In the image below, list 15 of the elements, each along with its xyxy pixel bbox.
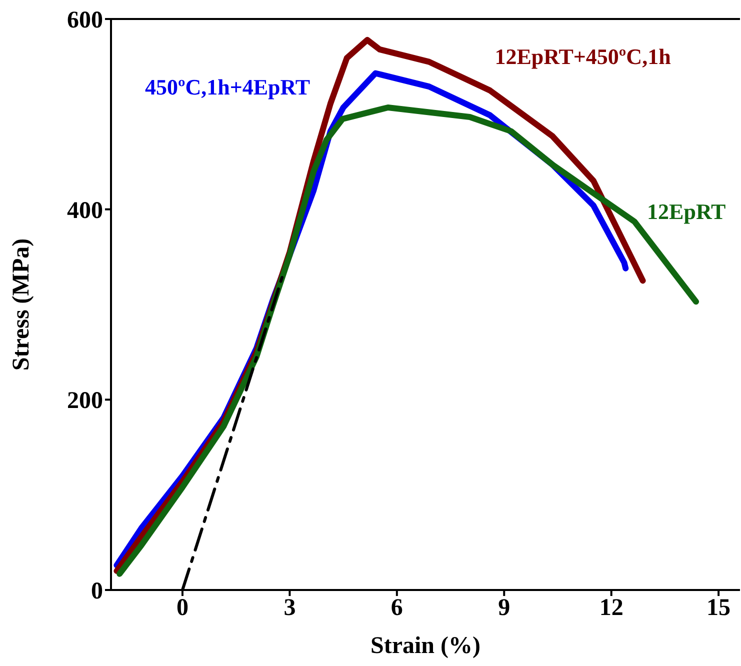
x-tick-label: 9 bbox=[498, 595, 510, 622]
series-label: 12EpRT+450ºC,1h bbox=[494, 44, 671, 70]
y-tick-label: 0 bbox=[91, 578, 103, 605]
y-tick-label: 400 bbox=[67, 198, 103, 224]
x-tick-label: 0 bbox=[176, 595, 188, 622]
x-axis-title: Strain (%) bbox=[370, 633, 480, 659]
series-label: 450ºC,1h+4EpRT bbox=[144, 74, 310, 100]
y-axis-title: Stress (MPa) bbox=[8, 238, 35, 371]
y-tick-label: 200 bbox=[67, 388, 103, 414]
y-tick-label: 600 bbox=[67, 8, 103, 34]
x-tick-label: 3 bbox=[284, 595, 296, 622]
series-label: 12EpRT bbox=[647, 199, 726, 224]
x-tick-label: 6 bbox=[390, 595, 403, 622]
x-tick-label: 15 bbox=[706, 595, 731, 622]
x-tick-label: 12 bbox=[599, 595, 624, 622]
